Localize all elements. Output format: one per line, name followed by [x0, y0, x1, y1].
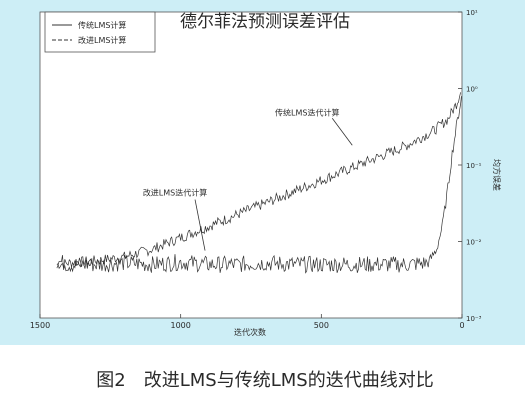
- annotation-improved: 改进LMS迭代计算: [143, 188, 207, 198]
- legend-label-2: 改进LMS计算: [78, 35, 126, 45]
- x-tick-label: 1000: [170, 321, 190, 330]
- figure-caption: 图2 改进LMS与传统LMS的迭代曲线对比: [96, 370, 433, 391]
- y-tick-label: 10⁻²: [466, 239, 482, 247]
- series-lines: [56, 92, 462, 274]
- page-title: 德尔菲法预测误差评估: [180, 12, 350, 32]
- x-axis-ticks: 1500 1000 500 0: [30, 314, 465, 330]
- x-tick-label: 500: [314, 321, 329, 330]
- annotation-traditional-pointer: [331, 118, 353, 146]
- y-tick-label: 10⁻¹: [466, 162, 482, 170]
- legend: 传统LMS计算 改进LMS计算: [44, 11, 156, 53]
- y-tick-label: 10⁰: [466, 86, 478, 94]
- series-line-improved: [56, 96, 462, 274]
- y-tick-label: 10¹: [466, 9, 478, 17]
- x-axis-label: 迭代次数: [234, 327, 266, 337]
- x-tick-label: 0: [459, 321, 464, 330]
- y-axis-label: 均方误差: [492, 159, 502, 191]
- x-tick-label: 1500: [30, 321, 50, 330]
- series-line-traditional: [56, 92, 461, 270]
- legend-box: [44, 11, 156, 53]
- y-tick-label: 10⁻³: [466, 315, 482, 323]
- annotation-traditional: 传统LMS迭代计算: [275, 107, 339, 117]
- y-axis-ticks: 10⁻³ 10⁻² 10⁻¹ 10⁰ 10¹: [458, 9, 482, 323]
- annotation-improved-pointer: [194, 199, 206, 251]
- legend-label-1: 传统LMS计算: [78, 20, 126, 30]
